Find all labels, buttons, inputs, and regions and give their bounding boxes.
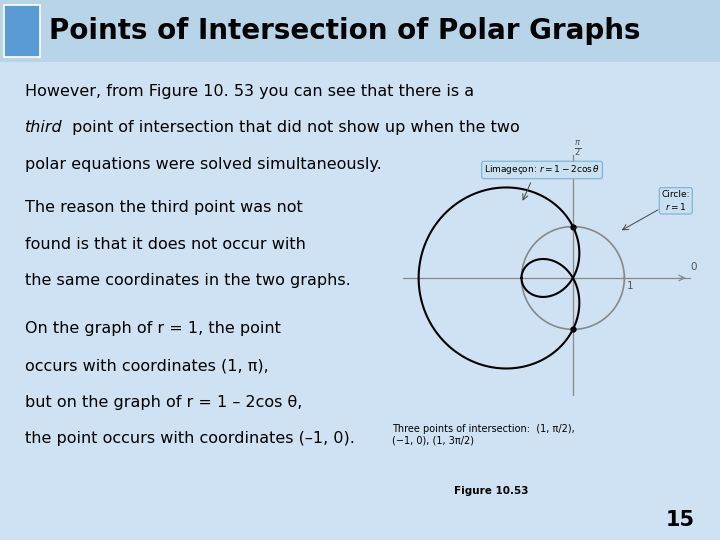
Text: However, from Figure 10. 53 you can see that there is a: However, from Figure 10. 53 you can see … xyxy=(25,84,474,99)
Text: Points of Intersection of Polar Graphs: Points of Intersection of Polar Graphs xyxy=(49,17,641,45)
Text: Figure 10.53: Figure 10.53 xyxy=(454,486,528,496)
Text: the same coordinates in the two graphs.: the same coordinates in the two graphs. xyxy=(25,273,351,288)
Text: On the graph of r = 1, the point: On the graph of r = 1, the point xyxy=(25,321,281,336)
Text: found is that it does not occur with: found is that it does not occur with xyxy=(25,237,306,252)
Text: Circle:
$r = 1$: Circle: $r = 1$ xyxy=(662,190,690,212)
Text: Three points of intersection:  (1, π/2),
(−1, 0), (1, 3π/2): Three points of intersection: (1, π/2), … xyxy=(392,424,575,446)
Text: The reason the third point was not: The reason the third point was not xyxy=(25,200,303,215)
FancyBboxPatch shape xyxy=(0,0,720,62)
Text: polar equations were solved simultaneously.: polar equations were solved simultaneous… xyxy=(25,157,382,172)
Text: but on the graph of r = 1 – 2cos θ,: but on the graph of r = 1 – 2cos θ, xyxy=(25,395,302,410)
Text: Limageçon: $r = 1 - 2\cos\theta$: Limageçon: $r = 1 - 2\cos\theta$ xyxy=(484,164,600,177)
Text: 1: 1 xyxy=(627,281,634,291)
Text: occurs with coordinates (1, π),: occurs with coordinates (1, π), xyxy=(25,358,269,373)
Text: point of intersection that did not show up when the two: point of intersection that did not show … xyxy=(67,120,520,136)
Text: third: third xyxy=(25,120,63,136)
Text: $\frac{\pi}{2}$: $\frac{\pi}{2}$ xyxy=(575,139,582,159)
FancyBboxPatch shape xyxy=(4,5,40,57)
Text: 0: 0 xyxy=(690,262,697,272)
Text: the point occurs with coordinates (–1, 0).: the point occurs with coordinates (–1, 0… xyxy=(25,431,355,447)
Text: 15: 15 xyxy=(666,510,695,530)
